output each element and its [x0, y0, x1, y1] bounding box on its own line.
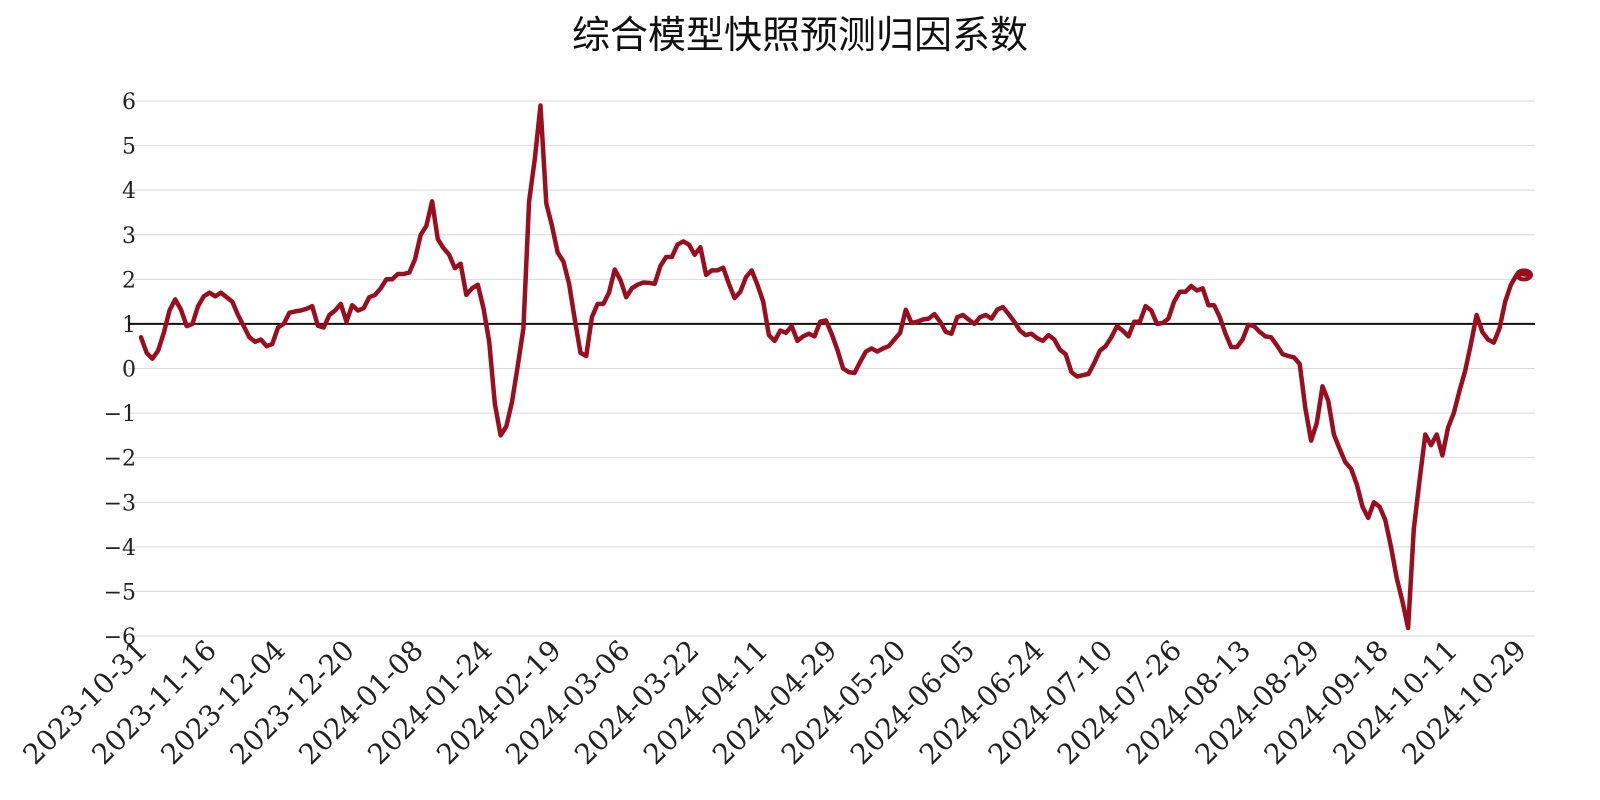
series-end-marker — [1515, 268, 1533, 282]
y-tick-label: 6 — [122, 90, 136, 115]
series-line — [138, 103, 1531, 631]
chart-title: 综合模型快照预测归因系数 — [572, 13, 1028, 57]
y-tick-label: −5 — [104, 580, 136, 605]
y-tick-label: 4 — [122, 179, 136, 204]
y-tick-label: −3 — [104, 491, 136, 516]
y-tick-label: 0 — [122, 358, 136, 383]
y-tick-label: −1 — [104, 402, 136, 427]
y-tick-label: 3 — [122, 224, 136, 249]
y-tick-label: 5 — [122, 135, 136, 160]
y-tick-label: −4 — [104, 536, 136, 561]
y-tick-label: 2 — [122, 268, 136, 293]
y-tick-label: −6 — [104, 625, 136, 650]
grid-layer — [128, 100, 1535, 637]
y-axis-ticks: 6 5 4 3 2 1 0 −1 −2 −3 −4 −5 −6 — [104, 90, 136, 650]
x-axis-ticks: 2023-10-312023-11-162023-12-042023-12-20… — [16, 634, 1532, 771]
series-layer — [138, 103, 1533, 631]
y-tick-label: 1 — [122, 313, 136, 338]
y-tick-label: −2 — [104, 447, 136, 472]
